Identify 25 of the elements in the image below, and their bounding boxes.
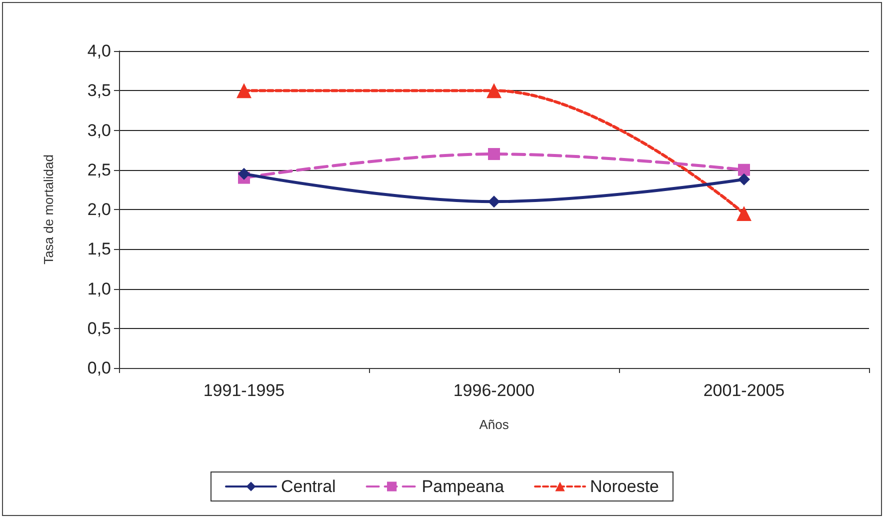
y-tick-label: 2,0	[87, 200, 111, 219]
y-tick-label: 1,5	[87, 240, 111, 259]
legend-label: Noroeste	[590, 477, 660, 496]
y-tick-label: 0,0	[87, 358, 111, 378]
y-tick-label: 2,5	[87, 160, 111, 180]
y-tick-label: 4,0	[87, 42, 111, 60]
y-tick-label: 3,0	[87, 120, 111, 140]
x-tick-label: 1996-2000	[453, 381, 535, 400]
legend-label: Pampeana	[422, 477, 505, 496]
point	[738, 164, 750, 176]
x-tick-label: 2001-2005	[703, 381, 785, 400]
y-axis-title: Tasa de mortalidad	[41, 154, 56, 264]
x-axis-title: Años	[479, 417, 510, 432]
point	[238, 168, 250, 180]
point	[738, 173, 750, 186]
legend-label: Central	[280, 477, 336, 496]
point	[486, 83, 502, 98]
point	[736, 206, 752, 221]
y-tick-label: 1,0	[87, 279, 111, 298]
y-tick-label: 0,5	[87, 318, 111, 338]
y-tick-label: 3,5	[87, 81, 111, 100]
point	[488, 196, 500, 208]
point	[488, 148, 500, 160]
point	[236, 83, 252, 98]
x-tick-label: 1991-1995	[203, 381, 285, 400]
